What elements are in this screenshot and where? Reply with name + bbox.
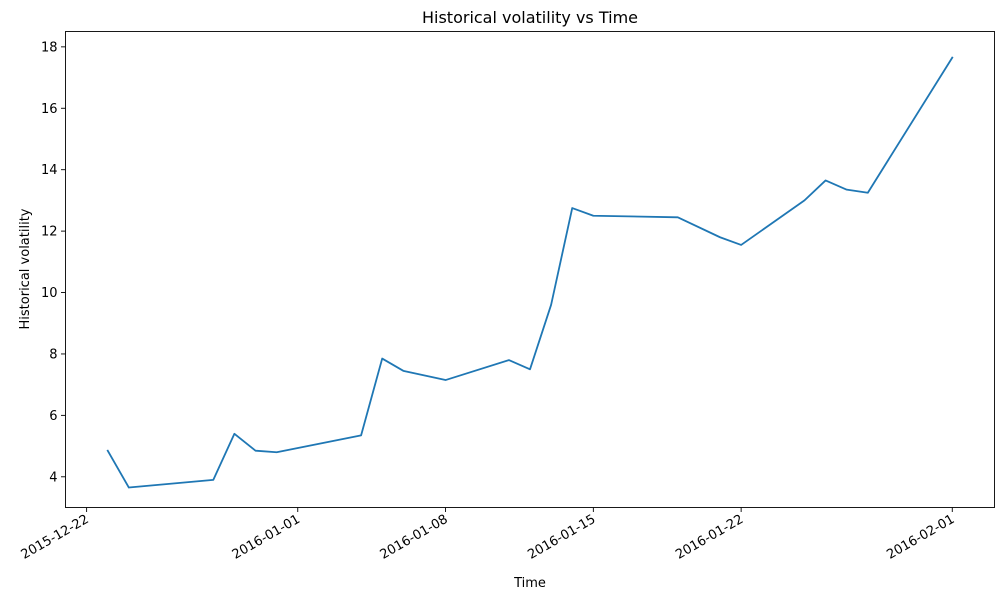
y-tick-label: 14 — [41, 163, 58, 178]
x-tick-label: 2016-01-22 — [673, 512, 746, 563]
x-tick-label: 2016-01-01 — [230, 512, 303, 563]
x-tick-label: 2016-01-15 — [525, 512, 598, 563]
x-tick-label: 2016-02-01 — [884, 512, 957, 563]
y-tick-label: 6 — [49, 409, 57, 424]
chart-title: Historical volatility vs Time — [422, 8, 638, 27]
y-tick-label: 4 — [49, 470, 57, 485]
y-tick-label: 10 — [41, 286, 58, 301]
x-tick-label: 2015-12-22 — [19, 512, 92, 563]
x-tick-label: 2016-01-08 — [378, 512, 451, 563]
y-axis-label: Historical volatility — [18, 208, 33, 329]
x-axis-ticks: 2015-12-22 2016-01-01 2016-01-08 2016-01-15… — [19, 507, 957, 563]
y-axis-ticks: 4 6 8 10 12 14 16 18 — [41, 40, 66, 485]
plot-area-frame — [65, 31, 995, 508]
y-tick-label: 18 — [41, 40, 58, 55]
series-line-0 — [106, 56, 954, 489]
y-tick-label: 12 — [41, 225, 58, 240]
series-layer — [106, 56, 954, 489]
x-axis-label: Time — [513, 576, 546, 591]
y-tick-label: 8 — [49, 347, 57, 362]
y-tick-label: 16 — [41, 102, 58, 117]
